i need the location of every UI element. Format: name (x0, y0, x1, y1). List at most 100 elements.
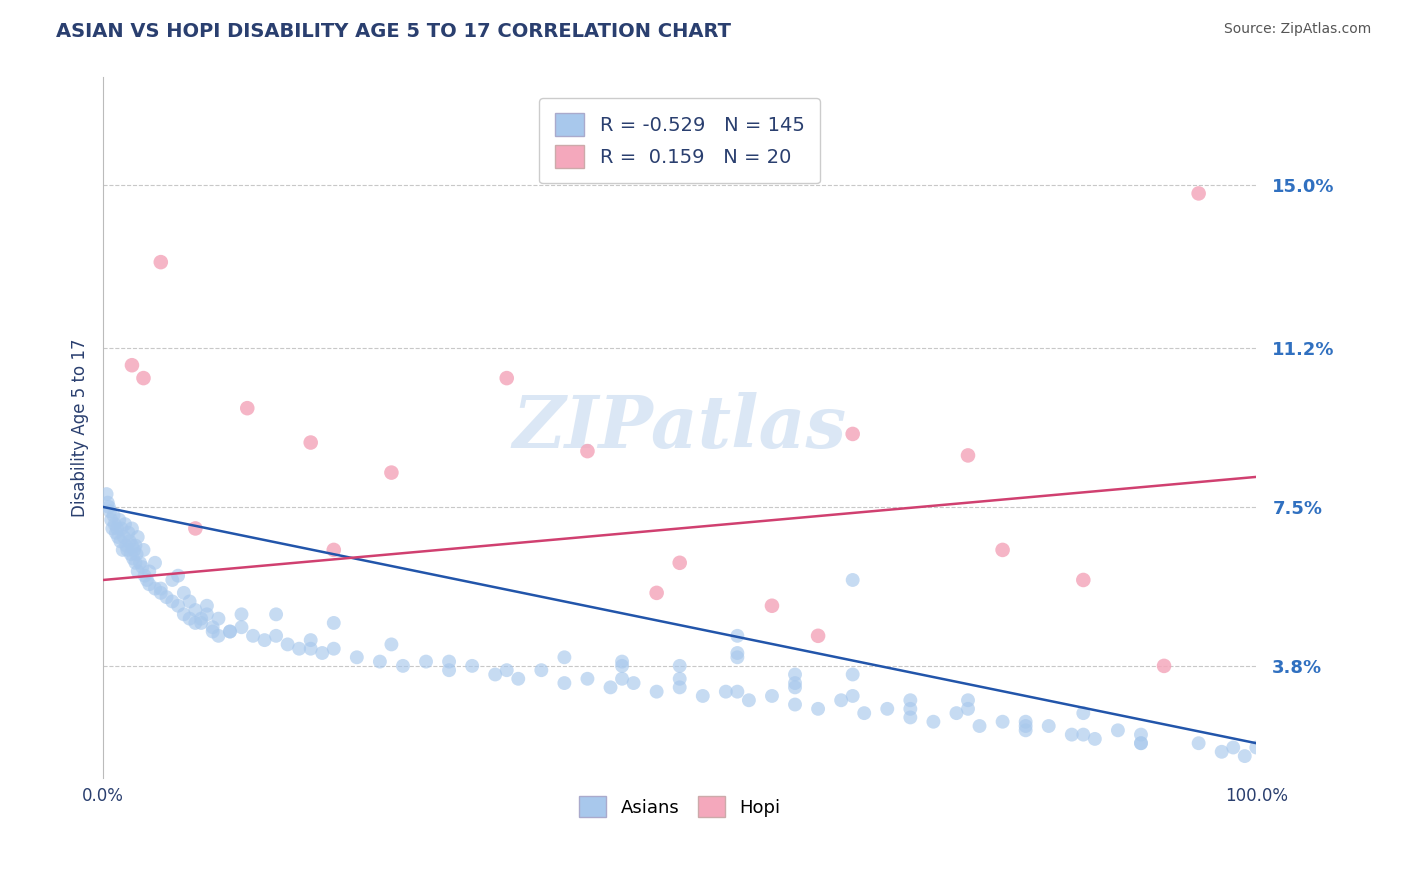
Point (956, 702, 979, 716)
Point (668, 659, 690, 673)
Point (100, 513, 122, 527)
Point (1071, 706, 1094, 720)
Point (115, 539, 138, 553)
Point (415, 655, 437, 669)
Point (124, 539, 146, 553)
Point (1188, 186, 1211, 201)
Point (105, 521, 128, 535)
Point (322, 641, 344, 656)
Point (184, 615, 207, 630)
Point (97, 500, 120, 514)
Point (155, 590, 177, 604)
Point (112, 530, 135, 544)
Point (104, 517, 127, 532)
Point (122, 542, 145, 557)
Point (1014, 723, 1036, 738)
Point (179, 594, 201, 608)
Point (231, 620, 253, 634)
Point (1233, 749, 1256, 764)
Point (495, 663, 517, 677)
Point (841, 426, 863, 441)
Point (668, 681, 690, 695)
Point (692, 689, 714, 703)
Point (991, 714, 1014, 729)
Point (392, 659, 415, 673)
Point (553, 650, 575, 665)
Point (1130, 736, 1153, 750)
Point (530, 663, 553, 677)
Point (1014, 719, 1036, 733)
Point (484, 667, 506, 681)
Point (1014, 714, 1036, 729)
Text: Source: ZipAtlas.com: Source: ZipAtlas.com (1223, 22, 1371, 37)
Point (121, 539, 143, 553)
Point (184, 603, 207, 617)
Point (117, 525, 139, 540)
Point (120, 547, 142, 561)
Point (783, 676, 806, 690)
Point (1071, 728, 1094, 742)
Point (1246, 740, 1268, 755)
Point (299, 435, 322, 450)
Point (101, 521, 124, 535)
Point (841, 573, 863, 587)
Point (1130, 728, 1153, 742)
Point (945, 706, 967, 720)
Point (134, 568, 156, 582)
Point (1060, 728, 1083, 742)
Point (132, 371, 155, 385)
Point (991, 542, 1014, 557)
Point (103, 508, 125, 523)
Point (132, 542, 155, 557)
Point (173, 607, 195, 622)
Point (668, 556, 690, 570)
Point (610, 655, 633, 669)
Point (876, 702, 898, 716)
Point (143, 556, 166, 570)
Point (898, 710, 921, 724)
Point (380, 466, 402, 480)
Point (311, 646, 333, 660)
Point (898, 693, 921, 707)
Point (107, 530, 129, 544)
Point (853, 706, 876, 720)
Point (167, 599, 190, 613)
Point (898, 702, 921, 716)
Point (110, 534, 132, 549)
Point (179, 612, 201, 626)
Point (437, 655, 460, 669)
Point (576, 672, 599, 686)
Point (121, 358, 143, 372)
Point (761, 689, 783, 703)
Point (610, 659, 633, 673)
Point (668, 672, 690, 686)
Point (207, 612, 229, 626)
Point (380, 637, 402, 651)
Text: ZIPatlas: ZIPatlas (513, 392, 846, 463)
Point (149, 582, 172, 596)
Point (219, 624, 242, 639)
Point (725, 684, 748, 698)
Point (97, 496, 120, 510)
Point (288, 641, 311, 656)
Point (173, 586, 195, 600)
Point (136, 573, 159, 587)
Point (219, 624, 242, 639)
Point (922, 714, 945, 729)
Point (956, 693, 979, 707)
Y-axis label: Disability Age 5 to 17: Disability Age 5 to 17 (72, 338, 89, 516)
Point (124, 556, 146, 570)
Point (162, 573, 184, 587)
Point (277, 637, 299, 651)
Point (783, 681, 806, 695)
Point (1211, 745, 1233, 759)
Point (184, 521, 207, 535)
Point (1188, 736, 1211, 750)
Point (1107, 723, 1129, 738)
Point (437, 663, 460, 677)
Point (138, 577, 160, 591)
Legend: Asians, Hopi: Asians, Hopi (572, 789, 787, 824)
Point (1222, 740, 1244, 755)
Point (725, 650, 748, 665)
Point (138, 565, 160, 579)
